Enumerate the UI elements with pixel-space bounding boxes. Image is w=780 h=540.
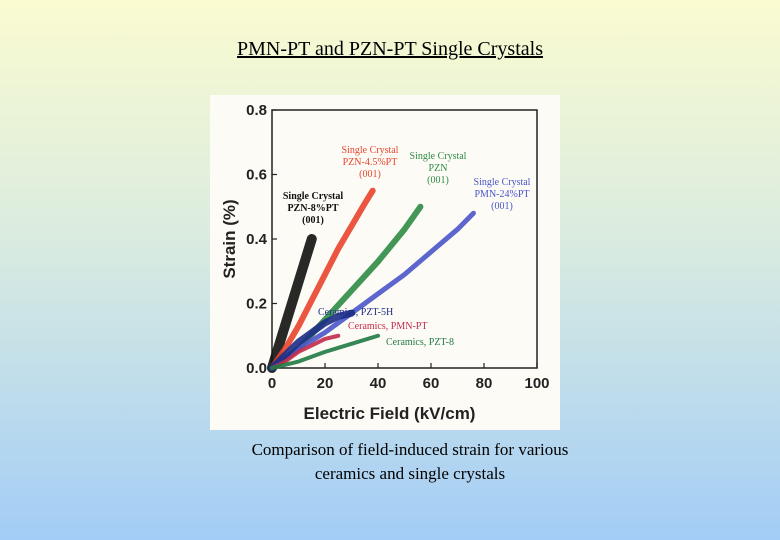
figure-caption: Comparison of field-induced strain for v… (251, 440, 569, 483)
series-label: Ceramics, PZT-5H (318, 307, 393, 318)
series-line (269, 210, 476, 371)
y-tick-label: 0.8 (246, 102, 267, 119)
strain-chart: 0 20 40 60 80 100 0.0 0.2 0.4 0.6 0.8 Electric Fiel… (220, 102, 550, 423)
y-tick-label: 0.2 (246, 296, 267, 313)
series-label: (001) (427, 175, 449, 186)
series-line (267, 234, 317, 373)
x-tick-label: 100 (524, 375, 549, 392)
y-tick-label: 0.6 (246, 167, 267, 184)
slide-title: PMN-PT and PZN-PT Single Crystals (237, 38, 543, 60)
series-label: Ceramics, PZT-8 (386, 337, 454, 348)
series-label: Ceramics, PMN-PT (348, 321, 427, 332)
y-tick-label: 0.4 (246, 231, 268, 248)
series-line (268, 309, 355, 372)
x-tick-label: 40 (370, 375, 387, 392)
series-label: Single Crystal (474, 177, 531, 188)
series-label: PMN-24%PT (474, 189, 529, 200)
x-tick-label: 20 (317, 375, 334, 392)
series-line (269, 187, 376, 371)
series-label: PZN-4.5%PT (343, 157, 398, 168)
series-label: Single Crystal (410, 151, 467, 162)
series-line (270, 333, 341, 370)
x-tick-label: 0 (268, 375, 276, 392)
series-label: PZN (429, 163, 448, 174)
series-label: (001) (302, 215, 324, 226)
strain-chart-figure: 0 20 40 60 80 100 0.0 0.2 0.4 0.6 0.8 Electric Fiel… (210, 95, 560, 430)
series-line (270, 333, 380, 370)
series-label: Single Crystal (342, 145, 399, 156)
x-tick-label: 80 (476, 375, 493, 392)
series-label: Single Crystal (283, 191, 344, 202)
series-label: (001) (359, 169, 381, 180)
series-label: (001) (491, 201, 513, 212)
y-axis-label: Strain (%) (220, 199, 239, 278)
series-label: PZN-8%PT (287, 203, 338, 214)
x-tick-label: 60 (423, 375, 440, 392)
y-tick-label: 0.0 (246, 360, 267, 377)
x-axis-label: Electric Field (kV/cm) (304, 404, 476, 423)
